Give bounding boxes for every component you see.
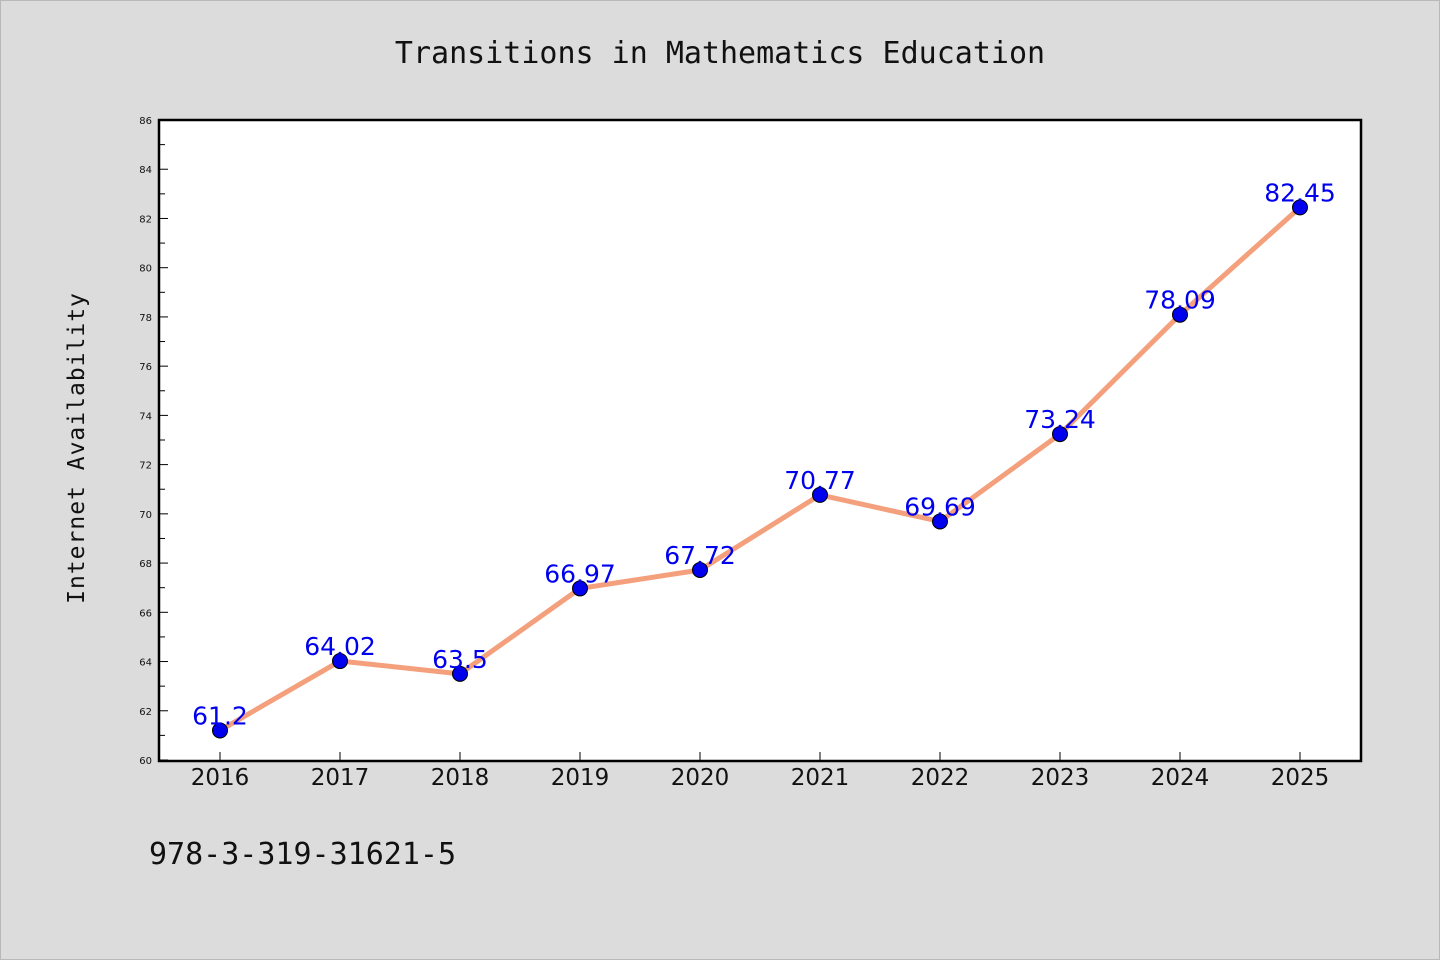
data-point [212,722,228,739]
y-tick-label: 72 [139,461,152,472]
plot-area [157,118,1363,763]
series-line-group [217,204,1303,733]
data-label: 63.5 [432,645,488,674]
x-tick-label: 2018 [431,765,490,791]
chart-title: Transitions in Mathematics Education [395,36,1045,71]
y-tick-label: 74 [139,411,152,422]
x-tick-label: 2020 [671,765,730,791]
series-markers [212,199,1308,739]
y-tick-label: 82 [139,214,152,225]
x-tick-label: 2016 [191,765,250,791]
data-point [1292,199,1308,216]
data-label: 64.02 [304,632,376,661]
x-tick-label: 2022 [911,765,970,791]
y-tick-label: 62 [139,707,152,718]
x-tick-label: 2023 [1031,765,1090,791]
data-point [1052,426,1068,443]
x-tick-label: 2017 [311,765,370,791]
y-tick-label: 60 [139,756,152,767]
y-tick-label: 64 [139,658,152,669]
data-labels: 61.2 64.02 63.5 66.97 67.72 70.77 69.69 73.24 78… [192,178,1336,730]
data-point [692,561,708,578]
data-point [452,665,468,682]
x-tick-label: 2019 [551,765,610,791]
data-label: 70.77 [784,466,856,495]
data-label: 61.2 [192,701,248,730]
data-label: 73.24 [1024,405,1096,434]
data-point [812,486,828,503]
y-tick-label: 66 [139,608,152,619]
data-label: 82.45 [1264,178,1336,207]
data-point [1172,306,1188,323]
x-tick-label: 2024 [1151,765,1210,791]
x-tick-label: 2021 [791,765,850,791]
footer-isbn: 978-3-319-31621-5 [149,837,456,872]
data-label: 69.69 [904,492,976,521]
y-tick-label: 84 [139,165,152,176]
data-label: 67.72 [664,541,736,570]
data-point [332,653,348,670]
y-tick-label: 80 [139,264,152,275]
y-tick-label: 70 [139,510,152,521]
data-point [932,513,948,530]
x-tick-label: 2025 [1271,765,1330,791]
data-point [572,580,588,597]
series-line [217,204,1303,733]
data-label: 78.09 [1144,286,1216,315]
y-tick-label: 78 [139,313,152,324]
y-axis-label: Internet Availability [64,292,90,604]
y-tick-label: 86 [139,116,152,127]
data-label: 66.97 [544,559,616,588]
axis-ticks: 60 62 64 66 68 70 72 74 76 78 80 82 84 86 2016 2017 2018… [139,116,1329,791]
y-tick-label: 76 [139,362,152,373]
y-tick-label: 68 [139,559,152,570]
